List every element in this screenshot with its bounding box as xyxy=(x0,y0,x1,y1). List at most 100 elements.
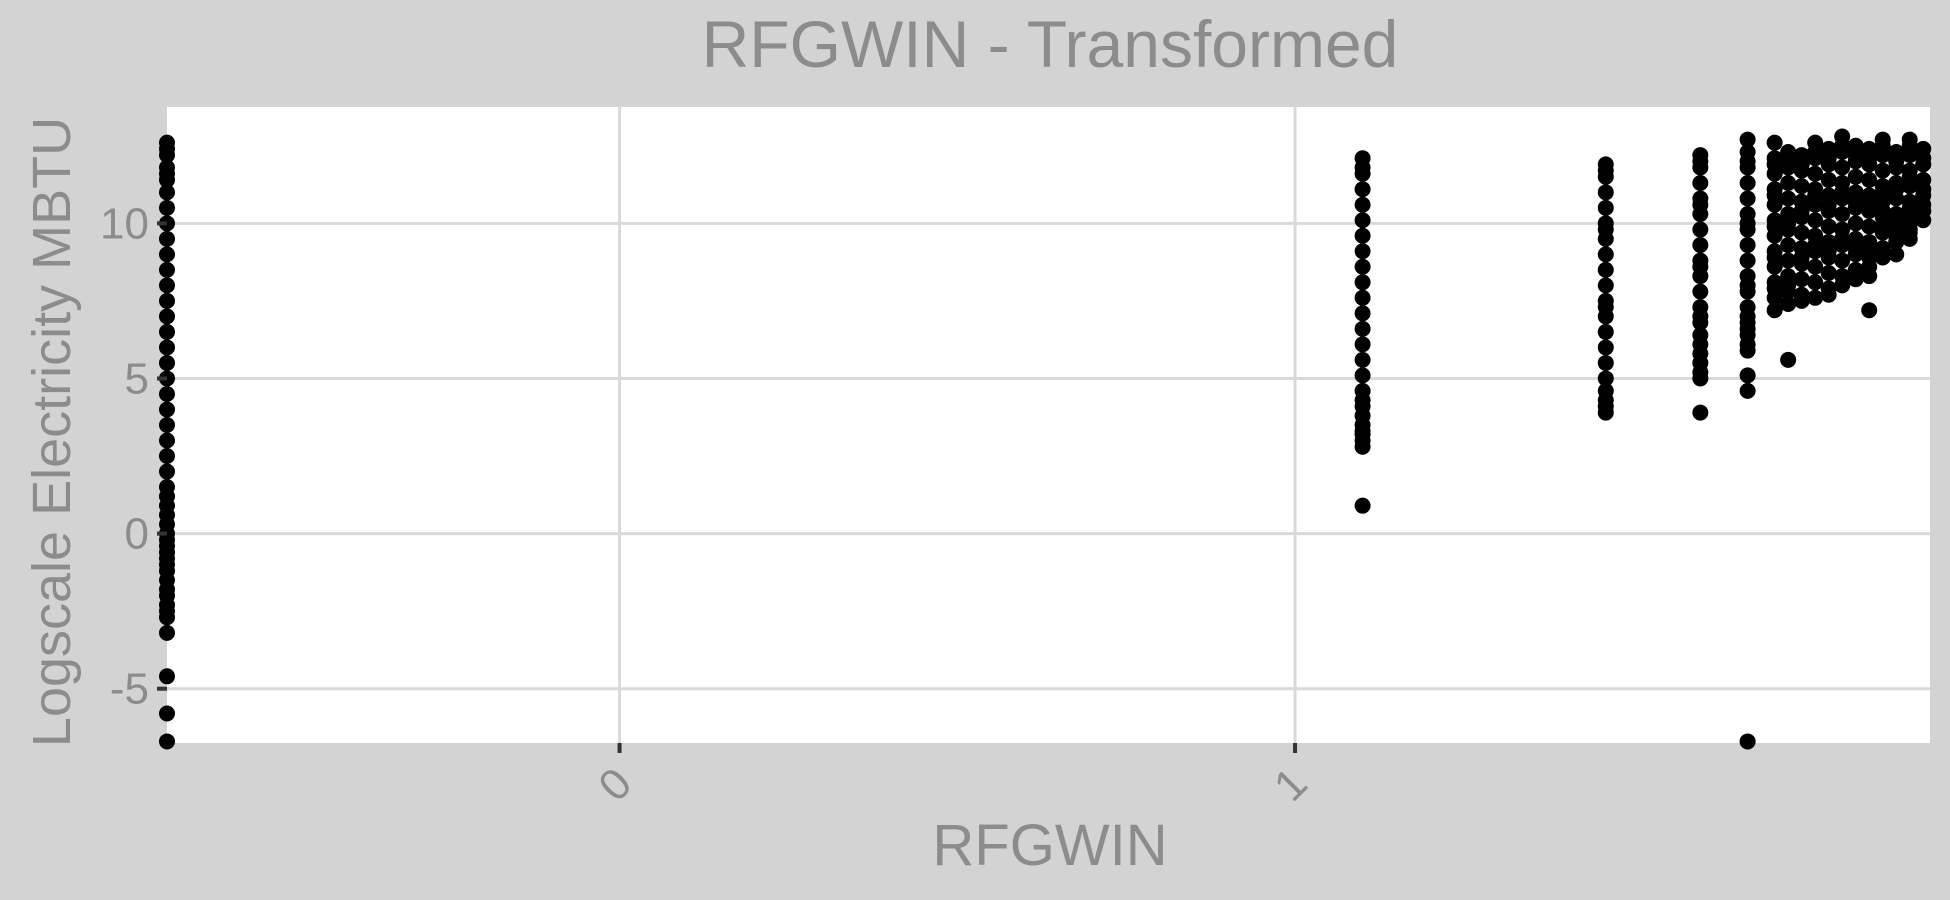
data-point xyxy=(1354,305,1371,322)
data-point xyxy=(1354,497,1371,514)
data-point xyxy=(1793,224,1810,241)
data-point xyxy=(159,277,175,294)
data-point xyxy=(1807,237,1824,254)
data-point xyxy=(1807,165,1824,182)
data-point xyxy=(1861,302,1878,319)
data-point xyxy=(1597,404,1614,421)
data-point xyxy=(1888,212,1905,229)
data-point xyxy=(1874,249,1891,266)
data-point xyxy=(1915,196,1932,213)
data-point xyxy=(1354,351,1371,368)
data-point xyxy=(159,184,175,201)
data-point xyxy=(1766,134,1783,151)
data-point xyxy=(159,432,175,449)
data-point xyxy=(1354,336,1371,353)
data-point xyxy=(1807,212,1824,229)
data-point xyxy=(1874,218,1891,235)
data-point xyxy=(1354,423,1371,440)
data-point xyxy=(159,417,175,433)
data-point xyxy=(159,733,175,750)
data-point xyxy=(1847,147,1864,164)
data-point xyxy=(1874,184,1891,201)
data-point xyxy=(1874,137,1891,154)
data-point xyxy=(1915,181,1932,198)
data-point xyxy=(159,339,175,356)
y-tick-label: 5 xyxy=(125,354,149,403)
data-point xyxy=(1354,227,1371,244)
data-point xyxy=(1861,150,1878,167)
data-point xyxy=(1834,159,1851,176)
data-point xyxy=(1834,137,1851,154)
data-point xyxy=(1793,156,1810,173)
data-point xyxy=(1861,171,1878,188)
data-point xyxy=(159,165,175,182)
data-point xyxy=(1354,159,1371,176)
data-point xyxy=(1901,137,1918,154)
data-point xyxy=(1807,143,1824,160)
data-point xyxy=(1597,184,1614,201)
data-point xyxy=(1793,292,1810,309)
data-point xyxy=(1915,212,1932,229)
data-point xyxy=(159,448,175,465)
data-point xyxy=(159,463,175,480)
data-point xyxy=(159,668,175,685)
data-point xyxy=(159,230,175,247)
data-point xyxy=(159,705,175,722)
data-point xyxy=(1834,277,1851,294)
data-point xyxy=(1692,308,1709,325)
data-point xyxy=(1692,175,1709,192)
data-point xyxy=(1834,252,1851,269)
data-point xyxy=(1793,271,1810,288)
x-axis-label: RFGWIN xyxy=(932,813,1167,878)
data-point xyxy=(1766,280,1783,297)
data-point xyxy=(1739,131,1756,148)
data-point xyxy=(1793,249,1810,266)
data-point xyxy=(159,246,175,263)
data-point xyxy=(1597,246,1614,263)
data-point xyxy=(1597,299,1614,316)
data-point xyxy=(1834,230,1851,247)
data-point xyxy=(1780,296,1797,313)
data-point xyxy=(1739,277,1756,294)
y-axis: -5 0 5 10 xyxy=(100,199,167,714)
data-point xyxy=(159,140,175,157)
data-point xyxy=(1597,261,1614,278)
data-point xyxy=(1597,323,1614,340)
data-point xyxy=(1820,196,1837,213)
data-point xyxy=(1793,178,1810,195)
data-point xyxy=(1820,264,1837,281)
data-point xyxy=(1354,438,1371,455)
data-point xyxy=(1692,221,1709,238)
data-point xyxy=(159,624,175,641)
data-point xyxy=(1861,218,1878,235)
data-point xyxy=(1739,215,1756,232)
data-point xyxy=(1780,153,1797,170)
data-point xyxy=(1354,258,1371,275)
data-point xyxy=(1597,354,1614,371)
data-point xyxy=(1692,196,1709,213)
data-point xyxy=(1807,274,1824,291)
data-point xyxy=(1901,224,1918,241)
data-point xyxy=(1861,243,1878,260)
data-point xyxy=(1354,181,1371,198)
data-point xyxy=(1915,150,1932,167)
data-point xyxy=(1354,243,1371,260)
data-points xyxy=(159,128,1932,750)
data-point xyxy=(1807,289,1824,306)
data-point xyxy=(1888,181,1905,198)
data-point xyxy=(1820,218,1837,235)
data-point xyxy=(1766,249,1783,266)
data-point xyxy=(1780,252,1797,269)
data-point xyxy=(1354,212,1371,229)
data-point xyxy=(1874,162,1891,179)
data-point xyxy=(1901,199,1918,216)
data-point xyxy=(1354,367,1371,384)
data-point xyxy=(159,609,175,626)
data-point xyxy=(159,199,175,216)
data-point xyxy=(1597,199,1614,216)
data-point xyxy=(1739,320,1756,337)
data-point xyxy=(1354,320,1371,337)
data-point xyxy=(1597,370,1614,387)
